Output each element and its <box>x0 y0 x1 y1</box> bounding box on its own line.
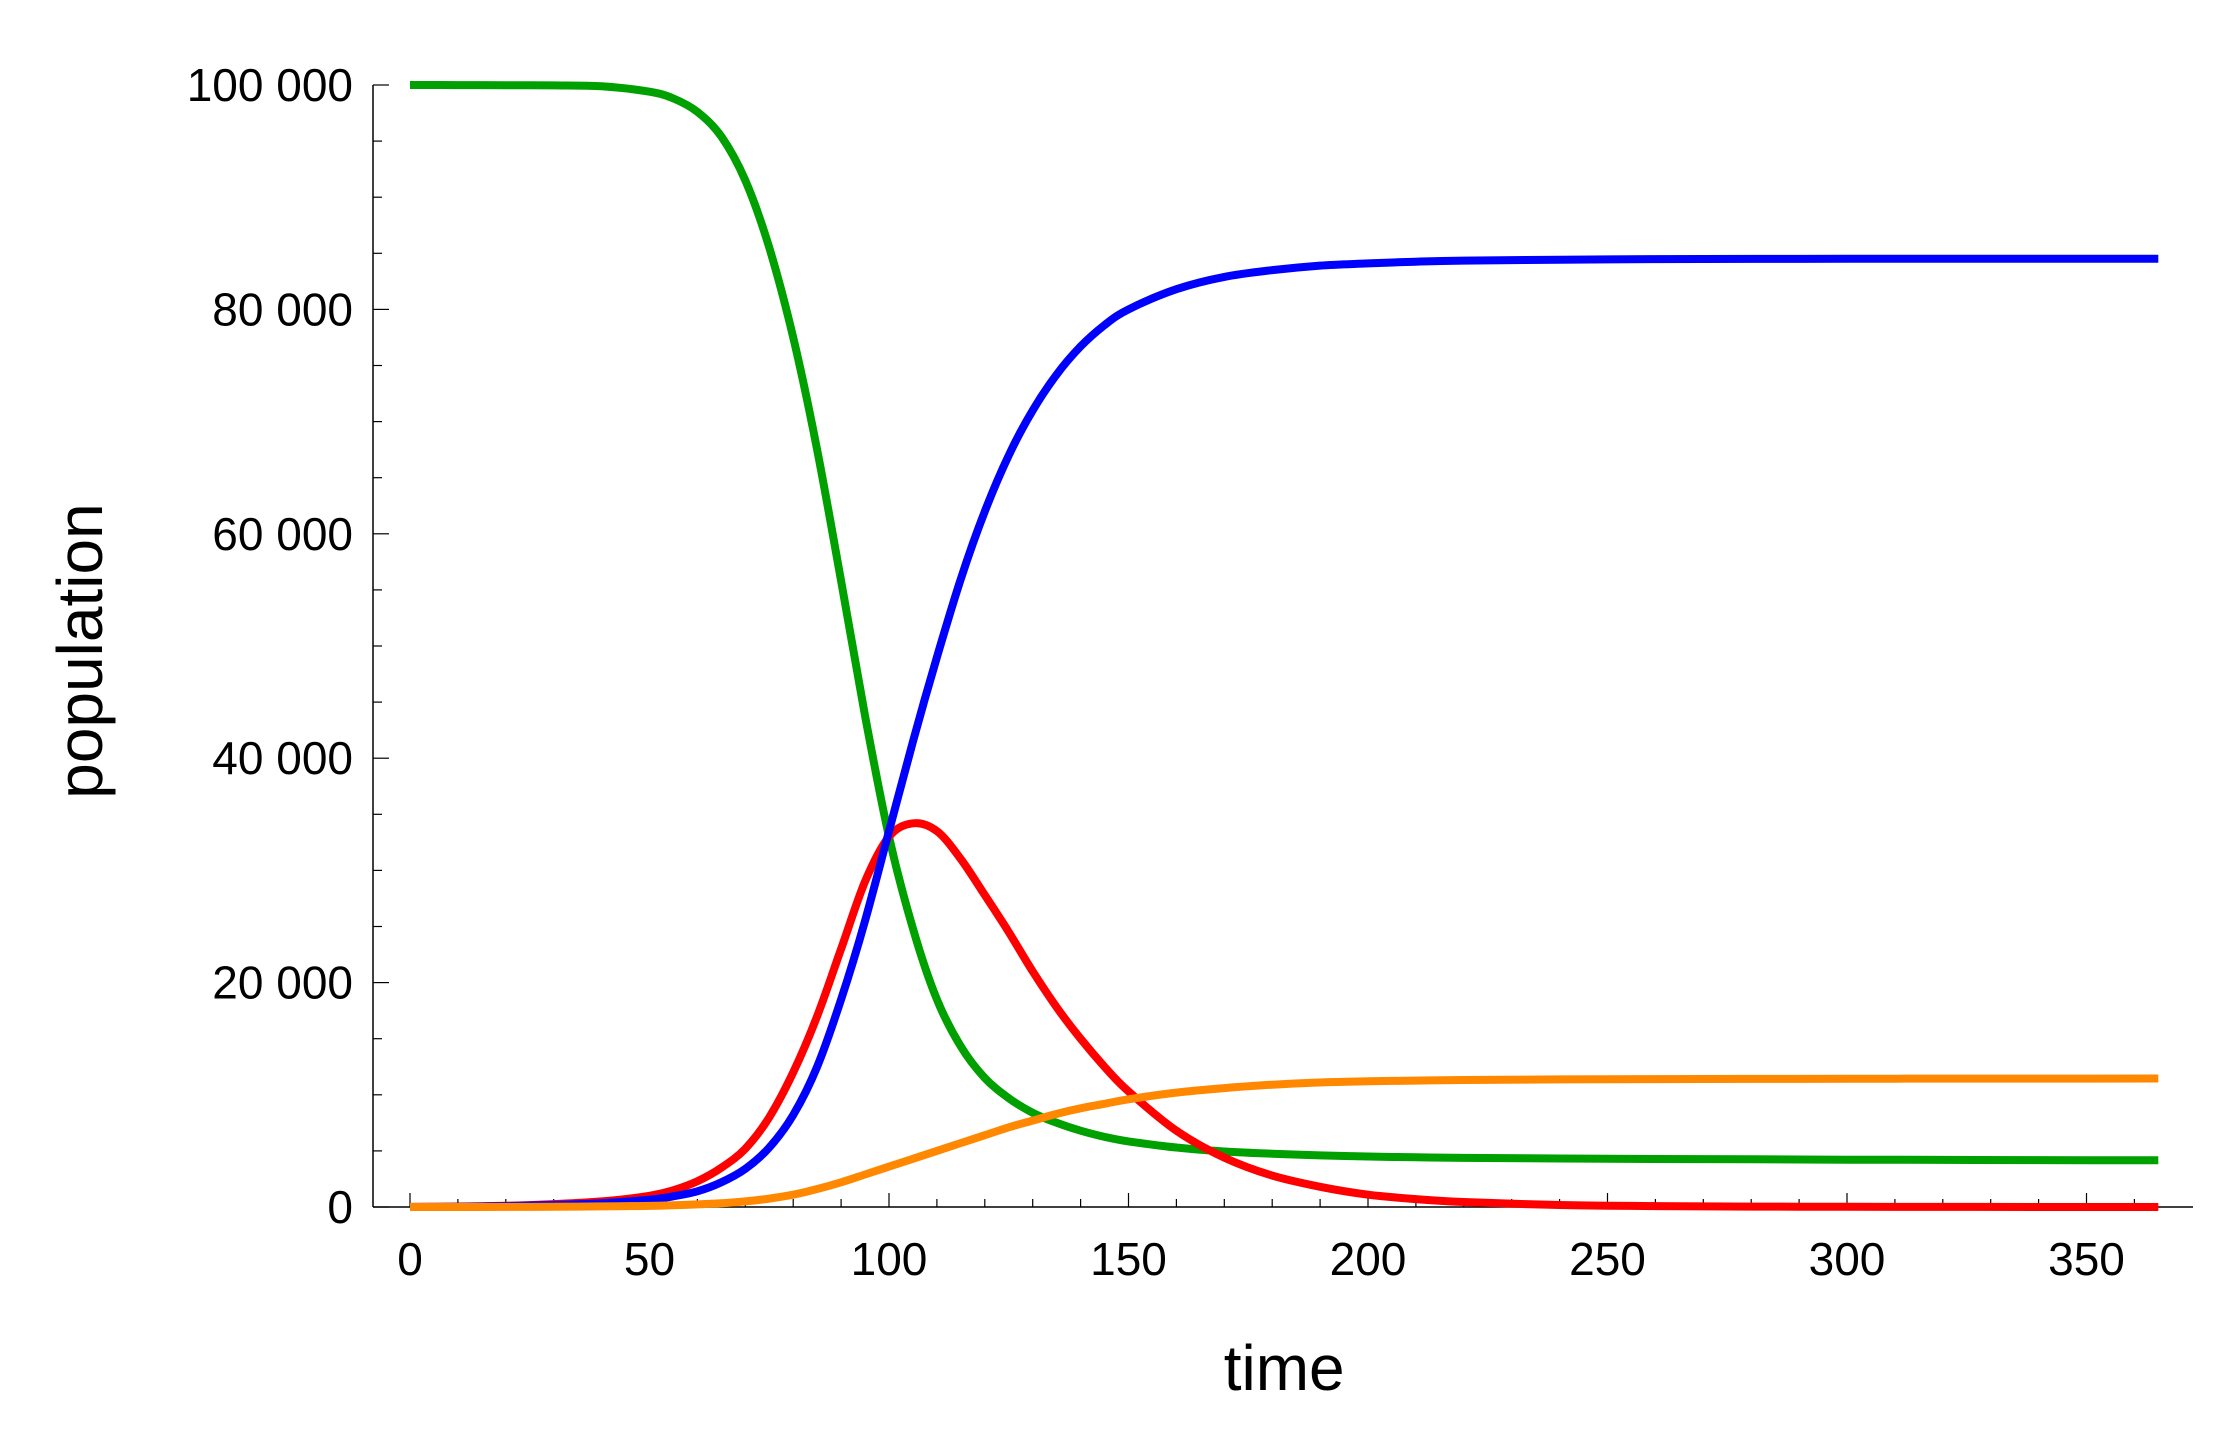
y-tick-label: 0 <box>327 1181 353 1233</box>
x-tick-label: 350 <box>2048 1233 2125 1285</box>
y-tick-label: 100 000 <box>187 59 353 111</box>
x-tick-label: 100 <box>851 1233 928 1285</box>
series-line-red <box>409 819 2159 1211</box>
x-axis-ticks: 0 50 100 150 200 250 300 350 <box>397 1193 2135 1285</box>
x-tick-label: 150 <box>1090 1233 1167 1285</box>
y-tick-label: 20 000 <box>212 957 353 1009</box>
y-axis-title: population <box>44 503 116 798</box>
series-line-orange <box>410 1074 2159 1211</box>
x-tick-label: 200 <box>1330 1233 1407 1285</box>
series-line-green <box>409 81 2159 1165</box>
x-tick-label: 50 <box>624 1233 675 1285</box>
x-tick-label: 300 <box>1809 1233 1886 1285</box>
x-axis-title: time <box>1224 1332 1345 1404</box>
series-line-blue <box>409 254 2159 1211</box>
y-tick-label: 40 000 <box>212 732 353 784</box>
axes: 0 50 100 150 200 250 300 350 0 20 000 40 000 60 00… <box>187 59 2193 1285</box>
x-tick-label: 0 <box>397 1233 423 1285</box>
series-layer <box>409 81 2159 1211</box>
x-tick-label: 250 <box>1569 1233 1646 1285</box>
y-axis-ticks: 0 20 000 40 000 60 000 80 000 100 000 <box>187 59 389 1233</box>
y-tick-label: 60 000 <box>212 508 353 560</box>
y-tick-label: 80 000 <box>212 283 353 335</box>
